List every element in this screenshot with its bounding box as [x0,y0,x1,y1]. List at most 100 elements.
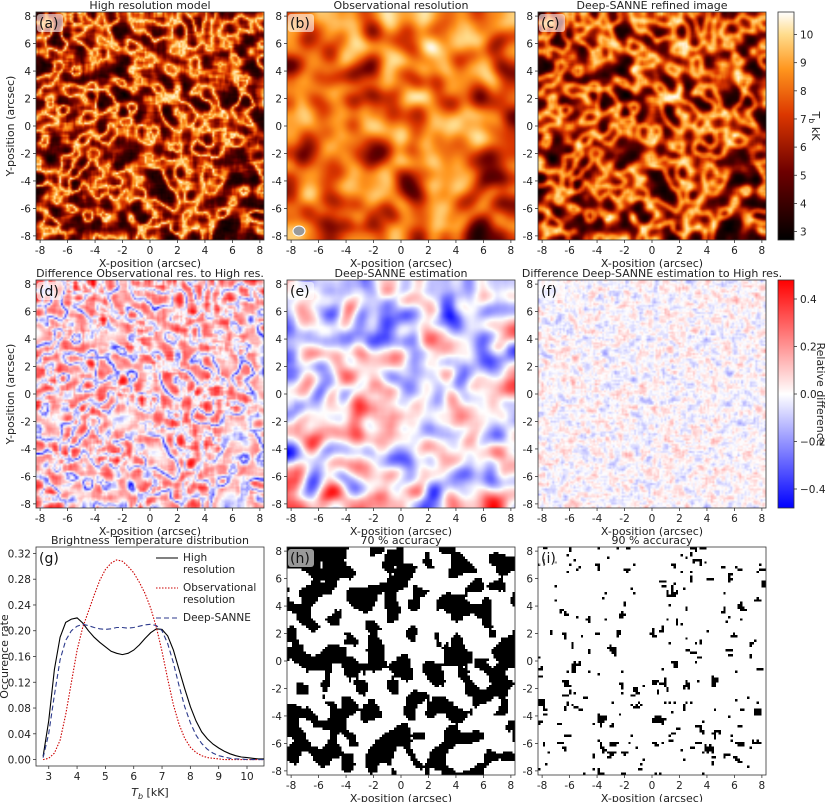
panel-h-letter-box [288,549,314,567]
panel-g-xtick-label: 7 [159,771,166,783]
series-0-point [167,635,169,637]
series-1-point [144,593,146,595]
panel-f-xtick-label: 4 [704,513,711,525]
panel-a-ytick-label: -4 [21,176,32,188]
panel-b-image [287,12,515,240]
series-2-point [71,630,73,632]
series-1-point [167,678,169,680]
panel-d-ytick-label: 0 [24,389,31,401]
series-1-point [195,752,197,754]
panel-c-image [538,12,766,240]
panel-a-xtick-label: -6 [62,245,73,257]
panel-h-xtick-label: 4 [453,780,460,792]
panel-b-letter: (b) [290,16,310,32]
panel-a-image [36,12,264,240]
panel-a-ytick-label: 6 [24,39,31,51]
legend-label-1: Observational [183,582,256,594]
series-2-point [76,625,78,627]
colorbar-cb1-label-unit: kK [809,123,822,141]
series-0-point [235,755,237,757]
series-2-point [184,706,186,708]
panel-i-xtick-label: 0 [649,780,656,792]
panel-e-xtick-label: 4 [453,513,460,525]
panel-i-ytick-label: 2 [526,629,533,641]
panel-i-xtick-label: 6 [731,780,738,792]
panel-i-ytick-label: 4 [526,601,533,613]
series-2-point [173,662,175,664]
series-2-point [240,758,242,760]
colorbar-cb1-tick-label: 5 [800,170,807,182]
panel-d-ytick-label: 8 [24,279,31,291]
panel-h-ytick-label: 4 [275,601,282,613]
panel-b: Observational resolution (b) -8 -6 -4 -2 0 2 4 6 8… [272,0,516,270]
series-0-point [76,617,78,619]
series-0-point [99,641,101,643]
panel-b-xtick-label: -2 [368,245,378,257]
legend-label-1: resolution [183,594,235,606]
panel-f-letter: (f) [541,284,557,300]
panel-g-xtick-label: 4 [74,771,81,783]
panel-i-xtick-label: -2 [619,780,629,792]
series-0-point [122,654,124,656]
panel-h-xtick-label: -2 [368,780,378,792]
panel-d-image [36,280,264,508]
panel-f-xtick-label: 2 [676,513,683,525]
panel-g-xlabel-unit: [kK] [143,786,169,799]
panel-i-letter: (i) [541,551,556,567]
series-2-point [201,743,203,745]
colorbar-cb2: 0.4 0.2 0.0 −0.2 −0.4 Relative difference [777,279,827,509]
series-1-point [223,759,225,761]
series-2-point [252,759,254,761]
panel-i-xtick-label: 2 [676,780,683,792]
series-0-point [88,630,90,632]
panel-d-ylabel: Y-position (arcsec) [4,344,17,446]
panel-d-ytick-label: -2 [21,416,31,428]
panel-i-ytick-label: 0 [526,656,533,668]
panel-b-xtick-label: 0 [398,245,405,257]
series-1-point [48,757,50,759]
panel-f-xtick-label: 8 [759,513,766,525]
series-1-point [212,757,214,759]
panel-a-ytick-label: -8 [21,231,31,243]
colorbar-cb1-tick-label: 10 [800,30,813,42]
panel-h-ytick-label: -8 [272,766,282,778]
panel-i-ytick-label: -6 [523,738,534,750]
series-1-point [93,594,95,596]
panel-f-xtick-label: -8 [537,513,547,525]
panel-a: High resolution model (a) -8 -6 -4 -2 0 2 4 6 8 -8 -… [4,0,265,270]
series-1-point [207,757,209,759]
panel-a-ytick-label: -6 [21,203,32,215]
colorbar-cb2-label: Relative difference [814,342,827,445]
panel-i-xtick-label: -6 [564,780,575,792]
panel-d: Difference Observational res. to High re… [4,267,265,538]
panel-h-image [287,547,515,775]
panel-e-xtick-label: -6 [313,513,324,525]
series-1-point [178,723,180,725]
panel-c-letter: (c) [541,16,560,32]
colorbar-cb2-tick-label: 0.4 [800,294,817,306]
panel-g-xtick-label: 6 [130,771,137,783]
panel-i-ytick-label: 6 [526,574,533,586]
panel-f-xlabel: X-position (arcsec) [601,525,703,538]
beam-ellipse [292,225,306,237]
panel-b-ytick-label: 4 [275,66,282,78]
panel-a-letter: (a) [39,16,59,32]
panel-b-ytick-label: -6 [272,203,283,215]
series-line-2 [42,623,264,761]
series-line-1 [42,559,264,761]
panel-c-ytick-label: -8 [523,231,533,243]
panel-d-xtick-label: 2 [174,513,181,525]
panel-b-xtick-label: 6 [480,245,487,257]
series-0-point [93,636,95,638]
panel-c-ytick-label: -2 [523,148,533,160]
panel-f-ytick-label: 6 [526,307,533,319]
panel-i-xtick-label: -8 [537,780,547,792]
series-2-point [156,625,158,627]
colorbar-cb1-tick-label: 4 [800,198,807,210]
panel-d-xtick-label: 4 [202,513,209,525]
panel-f-ytick-label: -4 [523,444,534,456]
panel-c-letter-box [539,14,565,32]
panel-e-ytick-label: 6 [275,307,282,319]
panel-b-xtick-label: 4 [453,245,460,257]
